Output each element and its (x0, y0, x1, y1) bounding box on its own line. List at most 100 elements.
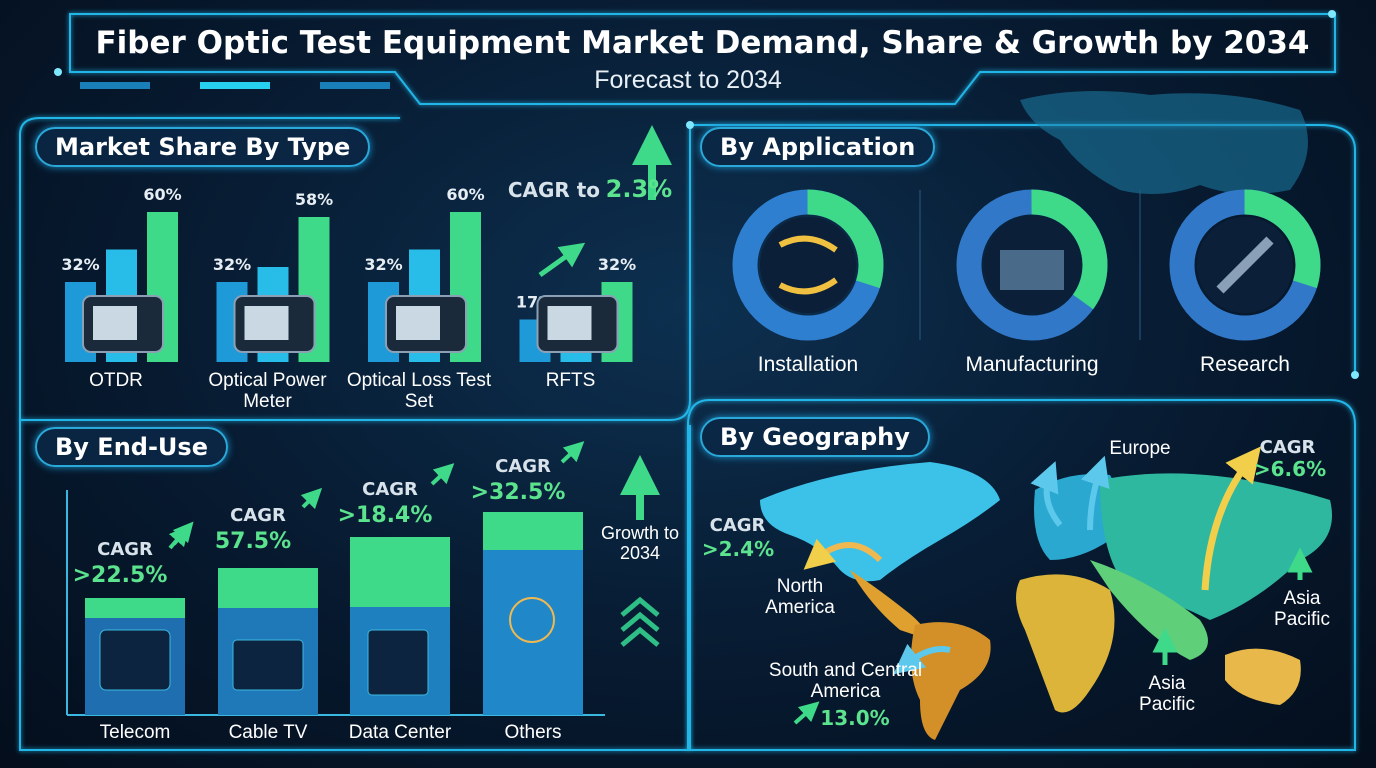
arrow (1201, 446, 1261, 591)
cagr-label: CAGR (709, 515, 766, 536)
dash (80, 82, 150, 89)
dash (320, 82, 390, 89)
category-label: Data Center (348, 722, 452, 743)
region-label: North America (765, 576, 835, 618)
region-africa (1016, 574, 1115, 713)
icon-globe (509, 597, 555, 643)
value-label: 32% (364, 255, 402, 274)
bar-cap (483, 512, 583, 550)
cagr-label: CAGR (495, 456, 551, 477)
panel-frames (19, 13, 1356, 751)
bar-cap (218, 568, 318, 608)
region-asia-south (1090, 560, 1208, 660)
icon-fiber (1216, 236, 1274, 294)
geography-panel (687, 399, 1356, 751)
device-screen (547, 306, 592, 340)
arrow (893, 643, 951, 675)
bar-cap (350, 537, 450, 607)
dot (1328, 10, 1336, 18)
map-shape (1020, 91, 1308, 194)
value-label: 32% (61, 255, 99, 274)
subtitle: Forecast to 2034 (594, 66, 782, 94)
donut-arc (1169, 189, 1321, 341)
world-map-backdrop (1020, 91, 1308, 194)
category-label: Cable TV (228, 722, 308, 743)
cagr-value: 13.0% (820, 706, 890, 730)
device-screen (244, 306, 289, 340)
donut-hole (760, 217, 856, 313)
type-panel (19, 117, 691, 421)
chevrons (620, 596, 660, 647)
category-label: Installation (757, 353, 859, 376)
cagr-label: CAGR (362, 479, 418, 500)
section-title: By Application (700, 127, 936, 167)
icon-server (367, 629, 429, 696)
cagr-value: >6.6% (1253, 457, 1327, 481)
arrow (793, 701, 820, 725)
cagr-label: CAGR (97, 539, 153, 560)
region-north-america (760, 462, 1000, 582)
application-panel (690, 124, 1356, 375)
region-australia (1225, 648, 1301, 705)
region-europe (1034, 474, 1118, 560)
arrow (1081, 455, 1110, 531)
region-label: Europe (1109, 438, 1171, 459)
dot (54, 68, 62, 76)
region-label: South and Central America (768, 660, 923, 702)
region-central-america (850, 570, 930, 640)
category-label: Telecom (99, 722, 171, 743)
bar-cap (85, 598, 185, 618)
category-label: Others (504, 722, 562, 743)
icon-cables (778, 235, 838, 295)
device-screen (93, 306, 137, 340)
region-asia (1100, 473, 1332, 620)
region-label: Asia Pacific (1139, 673, 1195, 715)
dot (686, 121, 694, 129)
arrow (560, 441, 585, 464)
dot (1351, 371, 1359, 379)
value-label: 58% (295, 190, 333, 209)
cagr-value: >32.5% (470, 480, 566, 505)
cagr-value: 57.5% (214, 529, 292, 554)
section-title: By Geography (700, 417, 930, 457)
value-label: 60% (143, 185, 181, 204)
device-screen (396, 306, 440, 340)
category-label: Research (1200, 353, 1290, 376)
section-title: Market Share By Type (35, 127, 371, 167)
arrow (300, 487, 323, 510)
category-label: Optical Power Meter (208, 370, 327, 412)
arrow (168, 525, 190, 550)
arrow (1030, 461, 1063, 527)
value-label: 32% (213, 255, 251, 274)
type-bars: 32%60%32%58%32%60%17%15%32% (61, 185, 636, 362)
arrow (538, 242, 586, 278)
icon-tv (232, 639, 304, 691)
growth-label: Growth to 2034 (600, 523, 680, 563)
end-use-bars (66, 441, 660, 716)
end-use-panel (19, 420, 691, 751)
decor-dashes (54, 10, 1359, 379)
value-label: 32% (598, 255, 636, 274)
dash (200, 82, 270, 89)
world-map (760, 446, 1332, 740)
category-label: Manufacturing (965, 353, 1099, 376)
title-frame (69, 13, 1336, 105)
cagr-label: CAGR (1259, 437, 1316, 458)
region-label: Asia Pacific (1274, 588, 1330, 630)
cagr: CAGR to 2.3% (505, 176, 675, 202)
icon-telecom (99, 629, 171, 691)
cagr-label: CAGR (230, 505, 286, 526)
cagr-value: 2.3% (605, 175, 673, 203)
category-label: RFTS (545, 370, 596, 391)
cagr-value: >18.4% (337, 503, 433, 528)
donut-arc (732, 189, 884, 341)
section-title: By End-Use (35, 427, 228, 467)
title: Fiber Optic Test Equipment Market Demand… (95, 25, 1310, 61)
cagr-value: >2.4% (701, 537, 775, 561)
category-label: Optical Loss Test Set (346, 370, 492, 412)
donut-arc (956, 189, 1108, 341)
cagr-value: >22.5% (72, 563, 168, 588)
